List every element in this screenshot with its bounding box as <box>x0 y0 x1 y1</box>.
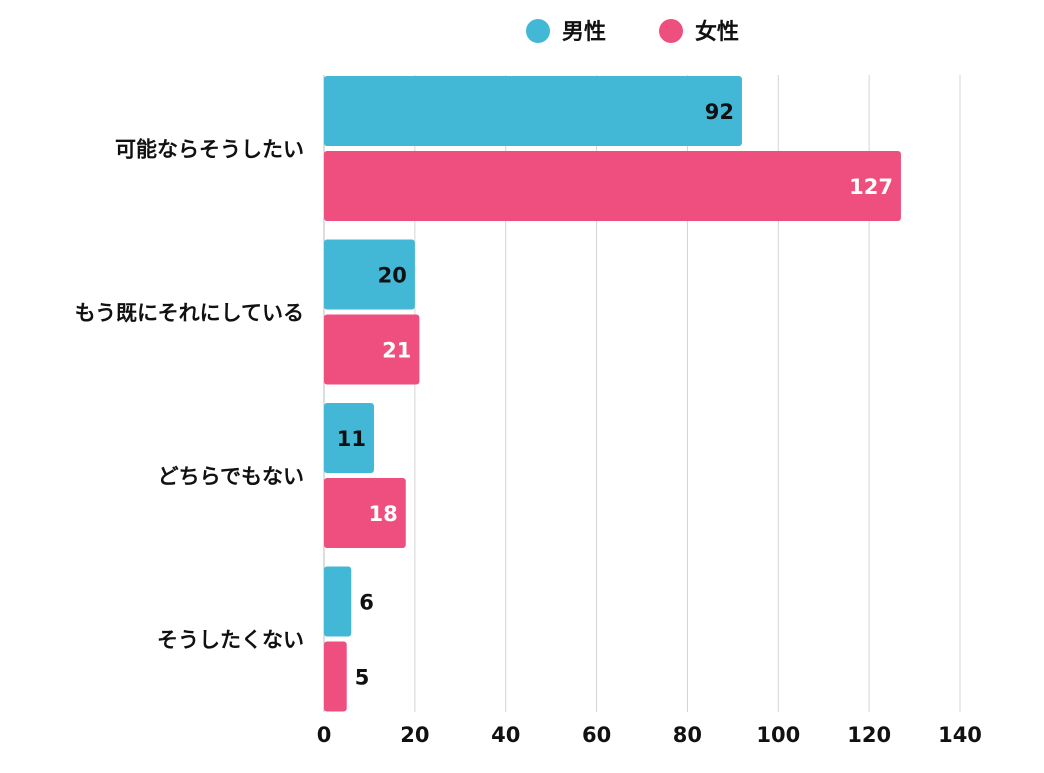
legend-label-female: 女性 <box>695 19 739 45</box>
bar-male-2 <box>324 403 374 473</box>
data-label: 21 <box>382 339 411 363</box>
bars <box>324 76 901 712</box>
x-tick-label: 100 <box>756 723 800 747</box>
x-tick-label: 20 <box>400 723 429 747</box>
x-tick-label: 40 <box>491 723 520 747</box>
labels: 0 20 40 60 80 100 120 140 92 127 可能ならそうしたい 20 21 もう既に… <box>75 100 982 747</box>
x-tick-label: 140 <box>938 723 982 747</box>
x-tick-label: 0 <box>317 723 332 747</box>
bar-male-0 <box>324 76 742 146</box>
legend-label-male: 男性 <box>562 20 606 45</box>
category-label: 可能ならそうしたい <box>115 138 304 162</box>
category-label: もう既にそれにしている <box>75 301 304 325</box>
data-label: 92 <box>705 100 734 124</box>
legend-swatch-male <box>526 19 550 43</box>
data-label: 20 <box>378 264 407 288</box>
data-label: 5 <box>355 666 370 690</box>
category-label: そうしたくない <box>157 628 304 652</box>
bar-female-2 <box>324 478 406 548</box>
data-label: 127 <box>849 175 893 199</box>
data-label: 6 <box>359 591 374 615</box>
bar-male-1 <box>324 239 415 310</box>
data-label: 18 <box>369 502 398 526</box>
category-label: どちらでもない <box>158 465 304 489</box>
x-tick-label: 120 <box>847 723 891 747</box>
legend-swatch-female <box>659 19 683 43</box>
x-tick-label: 80 <box>673 723 702 747</box>
bar-female-0 <box>324 151 901 221</box>
legend: 男性 女性 <box>526 19 739 45</box>
bar-female-1 <box>324 314 420 385</box>
x-tick-label: 60 <box>582 723 611 747</box>
bar-female-3 <box>324 641 347 712</box>
data-label: 11 <box>337 427 366 451</box>
bar-male-3 <box>324 566 352 637</box>
